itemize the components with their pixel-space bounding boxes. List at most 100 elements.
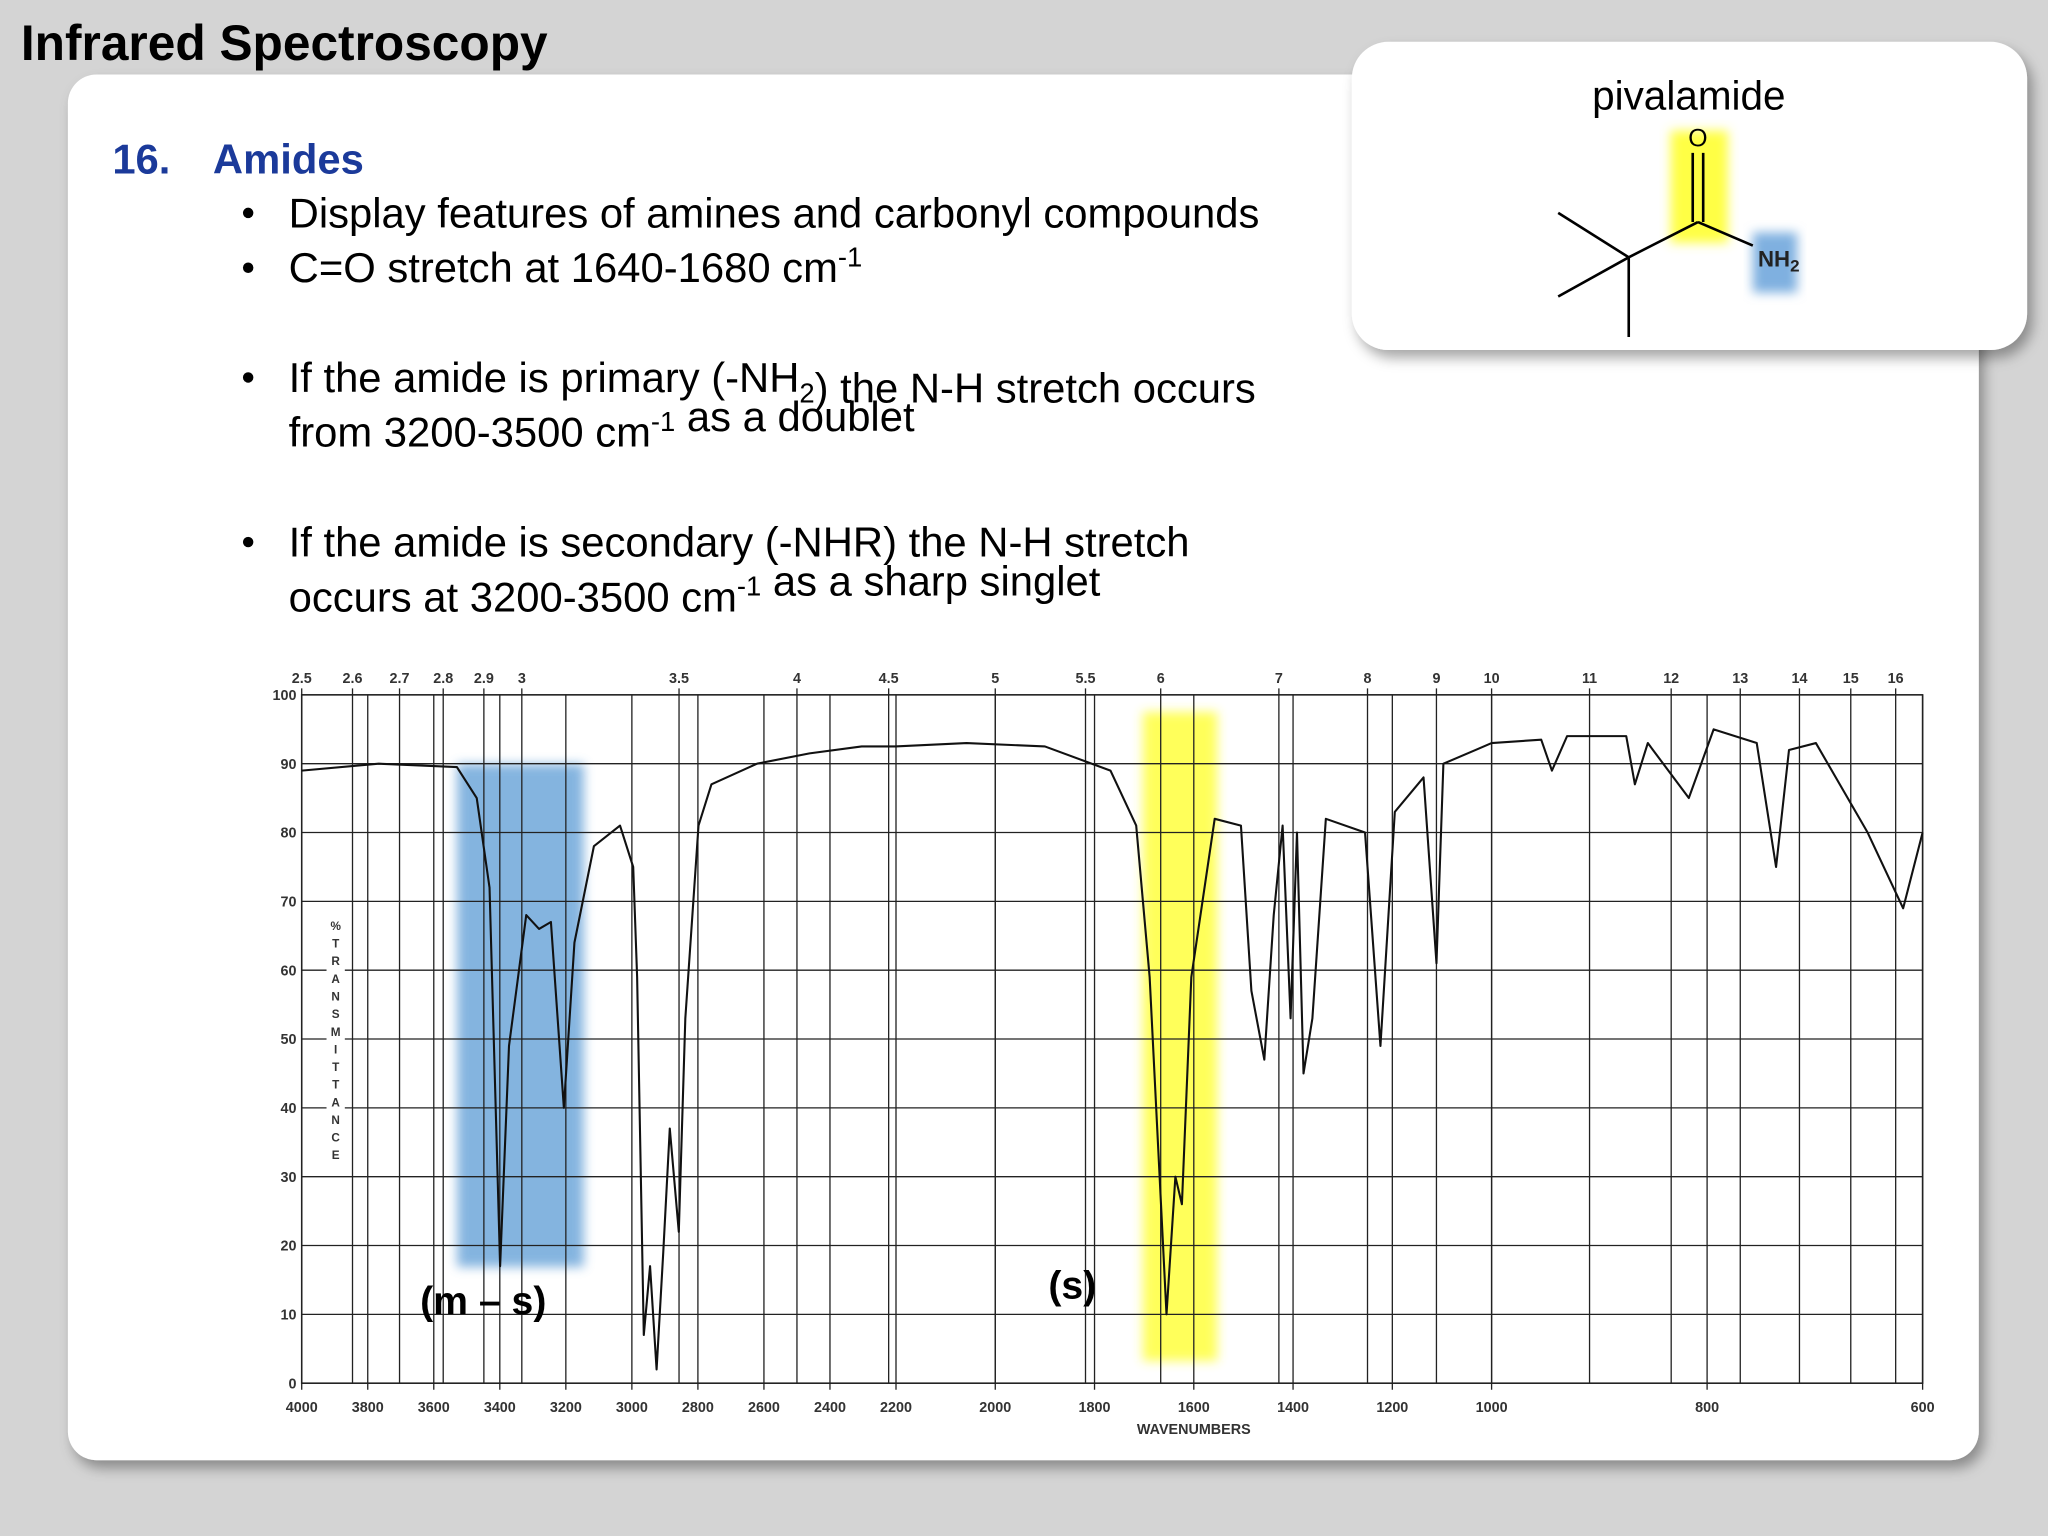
bullet-list: Display features of amines and carbonyl … (242, 189, 1260, 621)
co-stretch-highlight (1142, 711, 1218, 1361)
x2-tick-label: 2.6 (343, 671, 363, 687)
y-label-bg (326, 914, 345, 1173)
y-label-letter: T (332, 1061, 340, 1074)
bullet-line: from 3200-3500 cm-1 as a doublet (289, 393, 915, 456)
y-tick-label: 60 (281, 963, 297, 979)
x-tick-label: 3800 (352, 1400, 384, 1416)
bullet-line: C=O stretch at 1640-1680 cm-1 (289, 241, 863, 291)
molecule-name: pivalamide (1592, 73, 1785, 119)
x2-tick-label: 5 (991, 671, 999, 687)
x-tick-label: 2800 (682, 1400, 714, 1416)
spectrum-line (301, 728, 1924, 1371)
x2-tick-label: 11 (1582, 671, 1597, 687)
x2-tick-label: 2.5 (292, 671, 312, 687)
y-label-letter: % (330, 920, 341, 933)
x2-tick-label: 10 (1484, 671, 1500, 687)
superscript: -1 (838, 241, 862, 272)
molecule-skeleton (1557, 152, 1754, 337)
y-label-letter: A (331, 1096, 340, 1109)
bullet-text: as a sharp singlet (761, 558, 1100, 605)
x2-tick-label: 16 (1888, 671, 1904, 687)
y-tick-label: 80 (281, 826, 297, 842)
y-label-letter: A (331, 973, 340, 986)
y-tick-label: 30 (281, 1170, 297, 1186)
x-tick-label: 1000 (1476, 1400, 1508, 1416)
x-tick-label: 3600 (418, 1400, 450, 1416)
x2-tick-label: 7 (1275, 671, 1283, 687)
x-tick-label: 2600 (748, 1400, 780, 1416)
y-axis-label: % T R A N S M I T T A N C E (330, 920, 341, 1162)
amine-subscript: 2 (1790, 257, 1799, 276)
x2-tick-label: 6 (1157, 671, 1165, 687)
y-label-letter: C (331, 1132, 340, 1145)
bullet-line: If the amide is secondary (-NHR) the N-H… (289, 518, 1190, 565)
amine-text: NH (1758, 246, 1790, 271)
bullet-text: If the amide is secondary (-NHR) the N-H… (289, 518, 1190, 565)
x2-tick-label: 15 (1843, 671, 1859, 687)
y-tick-label: 90 (281, 757, 297, 773)
band-annotation: (m – s) (420, 1280, 546, 1323)
y-tick-label: 70 (281, 895, 297, 911)
nh-stretch-highlight (457, 764, 584, 1267)
x2-tick-label: 3 (518, 671, 526, 687)
x-tick-label: 3400 (484, 1400, 516, 1416)
bullet-text: If the amide is primary (-NH (289, 354, 800, 401)
bullet-text: as a doublet (675, 393, 915, 440)
x-tick-label: 1400 (1277, 1400, 1309, 1416)
x2-tick-label: 4.5 (879, 671, 899, 687)
x-tick-label: 3000 (616, 1400, 648, 1416)
x2-tick-label: 4 (793, 671, 801, 687)
band-annotation: (s) (1048, 1264, 1096, 1307)
x-tick-label: 3200 (550, 1400, 582, 1416)
x-tick-label: 600 (1911, 1400, 1935, 1416)
section-number: 16. (112, 136, 170, 183)
superscript: -1 (737, 571, 761, 602)
y-axis-label-group: % T R A N S M I T T A N C E (326, 914, 345, 1173)
y-tick-label: 100 (273, 688, 297, 704)
y-label-letter: S (332, 1008, 340, 1021)
x2-tick-label: 14 (1791, 671, 1807, 687)
bullet-text: C=O stretch at 1640-1680 cm (289, 244, 838, 291)
amine-highlight (1752, 232, 1798, 293)
bullet-line: Display features of amines and carbonyl … (289, 189, 1260, 236)
y-label-letter: N (331, 990, 340, 1003)
x-tick-label: 4000 (286, 1400, 318, 1416)
section-heading: Amides (213, 136, 364, 183)
y-tick-label: 10 (281, 1308, 297, 1324)
bullet-dot (242, 372, 254, 383)
bullet-dot (242, 207, 254, 219)
x-tick-label: 800 (1695, 1400, 1719, 1416)
y-tick-label: 20 (281, 1239, 297, 1255)
superscript: -1 (651, 406, 675, 437)
x2-tick-label: 2.7 (390, 671, 410, 687)
x-tick-label: 1800 (1079, 1400, 1111, 1416)
bullet-text: Display features of amines and carbonyl … (289, 189, 1260, 236)
bullet-dot (242, 262, 254, 273)
y-label-letter: M (331, 1026, 341, 1039)
x-tick-label: 2400 (814, 1400, 846, 1416)
x2-tick-label: 9 (1432, 671, 1440, 687)
x2-tick-label: 2.9 (474, 671, 494, 687)
x2-tick-label: 2.8 (433, 671, 453, 687)
bullet-line: occurs at 3200-3500 cm-1 as a sharp sing… (289, 558, 1101, 621)
x2-tick-label: 12 (1663, 671, 1679, 687)
carbonyl-highlight (1670, 130, 1728, 243)
slide-title: Infrared Spectroscopy (21, 15, 548, 71)
y-label-letter: N (331, 1114, 340, 1127)
x2-tick-label: 13 (1732, 671, 1748, 687)
bullet-line: If the amide is primary (-NH2) the N-H s… (289, 354, 1256, 411)
x-axis-label: WAVENUMBERS (1137, 1422, 1251, 1438)
x-tick-label: 1200 (1376, 1400, 1408, 1416)
amine-label: NH2 (1758, 246, 1799, 275)
y-label-letter: E (332, 1149, 340, 1162)
y-label-letter: T (332, 938, 340, 951)
y-label-letter: I (334, 1043, 337, 1056)
y-tick-label: 0 (288, 1376, 296, 1392)
y-tick-label: 40 (281, 1101, 297, 1117)
x2-tick-label: 8 (1364, 671, 1372, 687)
x-tick-label: 1600 (1178, 1400, 1210, 1416)
x2-tick-label: 3.5 (669, 671, 689, 687)
